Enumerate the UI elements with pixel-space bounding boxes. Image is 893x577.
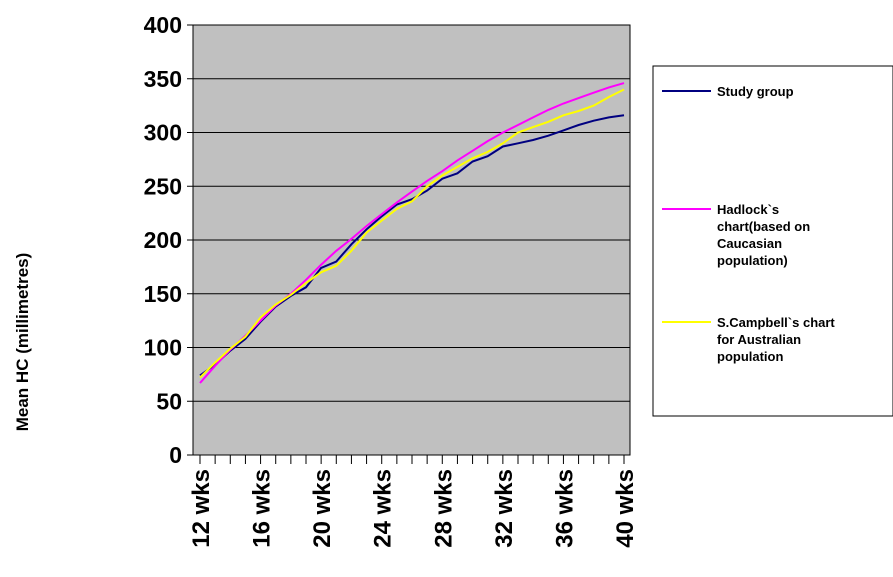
y-tick-label: 200 bbox=[144, 227, 182, 253]
y-tick-label: 100 bbox=[144, 335, 182, 361]
y-tick-label: 150 bbox=[144, 281, 182, 307]
legend-label: chart(based on bbox=[717, 219, 810, 234]
y-axis-label: Mean HC (millimetres) bbox=[13, 253, 32, 432]
y-axis: 0 50 100 150 200 250 300 350 400 bbox=[144, 12, 193, 468]
y-tick-label: 350 bbox=[144, 66, 182, 92]
x-tick-label: 36 wks bbox=[551, 469, 578, 548]
y-tick-label: 0 bbox=[169, 442, 182, 468]
x-tick-label: 24 wks bbox=[370, 469, 397, 548]
y-tick-label: 300 bbox=[144, 120, 182, 146]
x-tick-label: 40 wks bbox=[612, 469, 639, 548]
x-tick-label: 20 wks bbox=[309, 469, 336, 548]
legend-label: population bbox=[717, 349, 783, 364]
series-line bbox=[199, 88, 625, 379]
y-tick-label: 50 bbox=[156, 388, 182, 414]
legend-label: population) bbox=[717, 253, 788, 268]
x-axis: 12 wks 16 wks 20 wks 24 wks 28 wks 32 wks 36 w… bbox=[188, 455, 639, 548]
series-lines bbox=[199, 82, 625, 384]
y-tick-label: 400 bbox=[144, 12, 182, 38]
x-tick-label: 12 wks bbox=[188, 469, 215, 548]
legend-box bbox=[652, 65, 893, 417]
legend-label: Study group bbox=[717, 84, 794, 99]
series-line bbox=[199, 82, 625, 384]
legend-label: Hadlock`s bbox=[717, 202, 779, 217]
x-tick-label: 16 wks bbox=[249, 469, 276, 548]
legend: Study group Hadlock`s chart(based on Caucas… bbox=[652, 65, 893, 417]
legend-label: for Australian bbox=[717, 332, 801, 347]
legend-label: S.Campbell`s chart bbox=[717, 315, 835, 330]
x-tick-label: 32 wks bbox=[491, 469, 518, 548]
legend-label: Caucasian bbox=[717, 236, 782, 251]
y-tick-label: 250 bbox=[144, 173, 182, 199]
x-tick-label: 28 wks bbox=[430, 469, 457, 548]
